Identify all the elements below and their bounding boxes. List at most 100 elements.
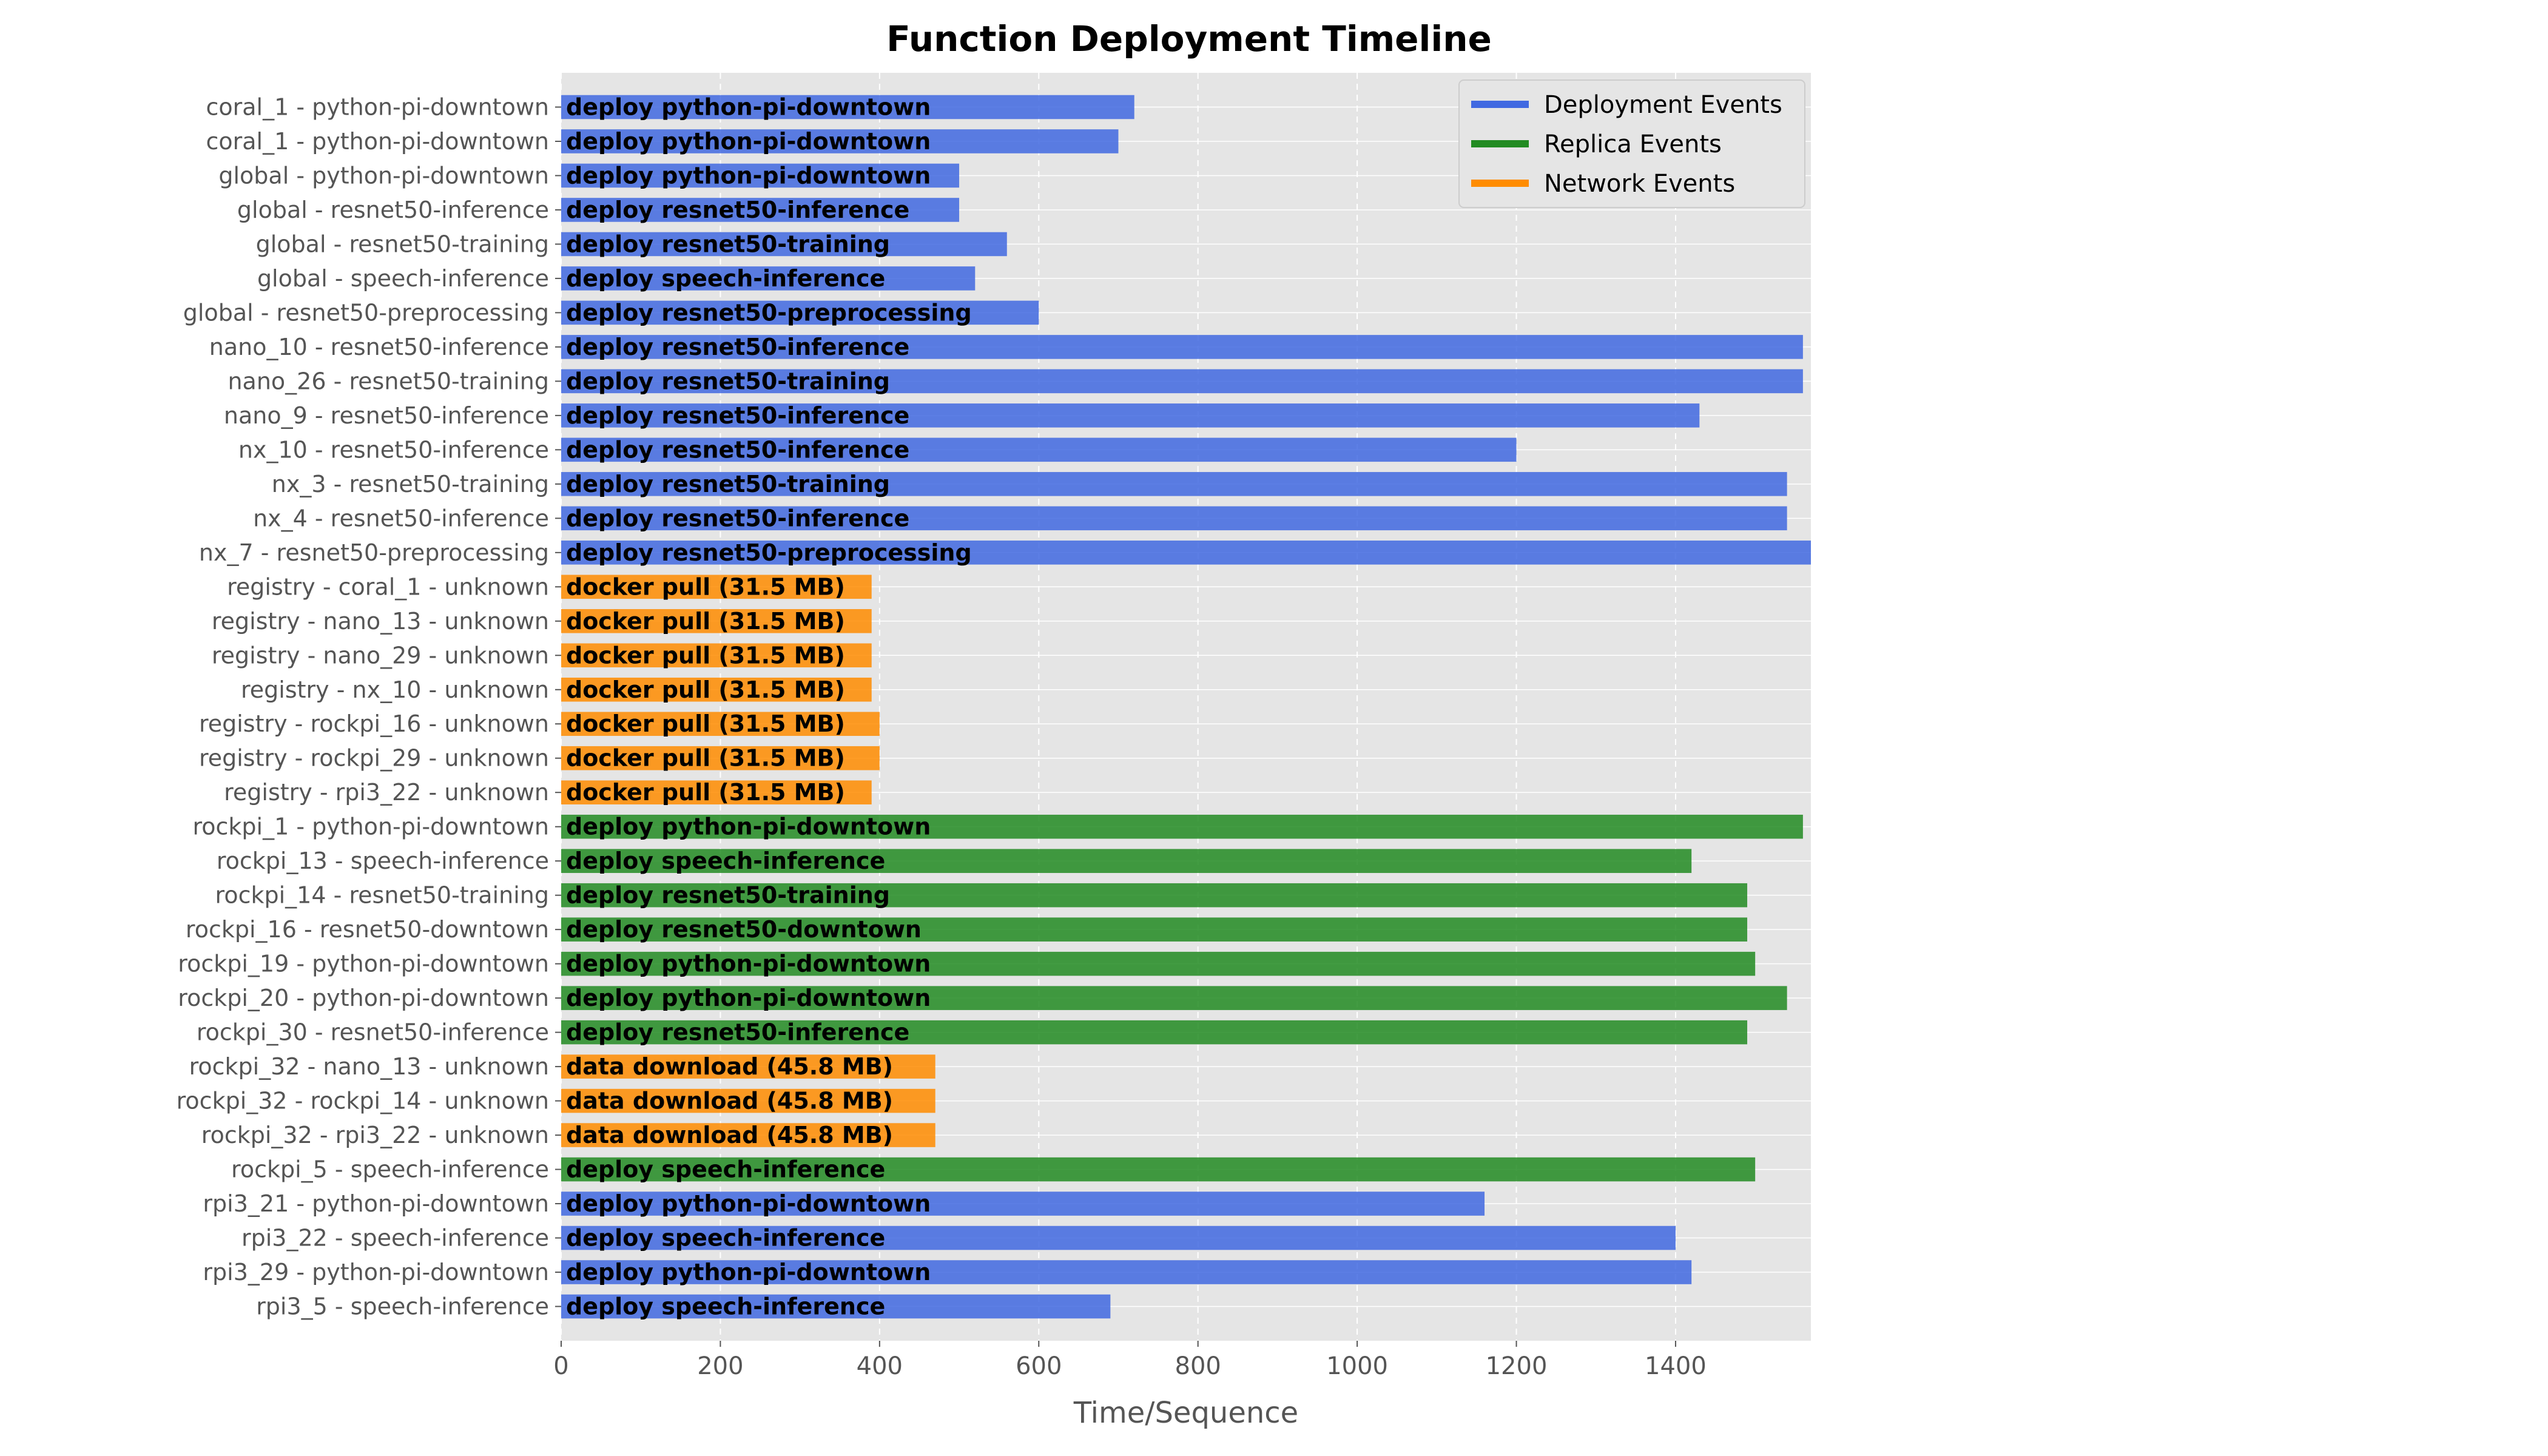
- category-label: registry - rockpi_16 - unknown: [199, 710, 549, 737]
- bar-label: deploy speech-inference: [566, 1156, 885, 1183]
- timeline-bar: [561, 1294, 1111, 1319]
- bar-label: deploy python-pi-downtown: [566, 951, 931, 977]
- timeline-bar: [561, 266, 976, 291]
- bar-label: docker pull (31.5 MB): [566, 573, 845, 600]
- category-label: nx_7 - resnet50-preprocessing: [199, 539, 549, 566]
- bar-label: docker pull (31.5 MB): [566, 642, 845, 669]
- timeline-bar: [561, 712, 880, 736]
- timeline-bar: [561, 1088, 935, 1113]
- x-tick-label: 1200: [1486, 1352, 1548, 1380]
- category-label: registry - rockpi_29 - unknown: [199, 745, 549, 772]
- timeline-bar: [561, 1191, 1485, 1216]
- timeline-bar: [561, 1123, 935, 1147]
- legend: Deployment Events Replica Events Network…: [1458, 79, 1805, 208]
- bar-label: docker pull (31.5 MB): [566, 710, 845, 737]
- x-tick-label: 200: [697, 1352, 743, 1380]
- bar-label: deploy speech-inference: [566, 265, 885, 292]
- legend-label-deployment: Deployment Events: [1544, 91, 1782, 119]
- category-label: registry - nano_13 - unknown: [212, 608, 549, 635]
- bar-label: data download (45.8 MB): [566, 1053, 893, 1080]
- category-label: global - resnet50-training: [256, 231, 549, 257]
- category-label: registry - coral_1 - unknown: [227, 573, 549, 600]
- bar-label: data download (45.8 MB): [566, 1088, 893, 1114]
- timeline-bar: [561, 917, 1748, 942]
- timeline-bar: [561, 780, 872, 804]
- timeline-bar: [561, 1054, 935, 1079]
- plot-background: [561, 73, 1811, 1341]
- timeline-bar: [561, 232, 1007, 257]
- bar-label: docker pull (31.5 MB): [566, 676, 845, 703]
- timeline-bar: [561, 300, 1039, 325]
- legend-label-network: Network Events: [1544, 170, 1735, 198]
- category-label: rpi3_22 - speech-inference: [241, 1225, 549, 1252]
- legend-label-replica: Replica Events: [1544, 130, 1722, 158]
- bar-label: deploy python-pi-downtown: [566, 985, 931, 1011]
- legend-box: [1458, 79, 1805, 208]
- bar-label: deploy speech-inference: [566, 848, 885, 874]
- category-label: global - speech-inference: [257, 265, 549, 292]
- chart-title: Function Deployment Timeline: [886, 18, 1492, 59]
- timeline-bar: [561, 575, 872, 599]
- category-label: global - python-pi-downtown: [218, 162, 549, 189]
- category-label: rockpi_14 - resnet50-training: [215, 882, 549, 909]
- timeline-bar: [561, 746, 880, 770]
- timeline-bar: [561, 198, 960, 222]
- category-label: rockpi_5 - speech-inference: [231, 1156, 549, 1183]
- timeline-bar: [561, 1225, 1676, 1250]
- x-tick-label: 0: [553, 1352, 568, 1380]
- timeline-bar: [561, 1020, 1748, 1045]
- timeline-bar: [561, 95, 1134, 120]
- bar-label: deploy python-pi-downtown: [566, 128, 931, 155]
- bar-label: data download (45.8 MB): [566, 1122, 893, 1148]
- bar-label: deploy python-pi-downtown: [566, 162, 931, 189]
- timeline-bar: [561, 814, 1803, 839]
- category-label: coral_1 - python-pi-downtown: [206, 93, 549, 120]
- timeline-bar: [561, 1157, 1756, 1182]
- category-label: rockpi_32 - rpi3_22 - unknown: [201, 1122, 549, 1148]
- category-label: coral_1 - python-pi-downtown: [206, 128, 549, 155]
- timeline-bar: [561, 609, 872, 633]
- category-label: rpi3_29 - python-pi-downtown: [203, 1259, 549, 1286]
- category-label: rockpi_16 - resnet50-downtown: [186, 916, 549, 943]
- bar-label: deploy resnet50-inference: [566, 197, 909, 223]
- bar-label: deploy resnet50-inference: [566, 402, 909, 429]
- category-label: rpi3_21 - python-pi-downtown: [203, 1190, 549, 1217]
- category-label: nano_9 - resnet50-inference: [224, 402, 549, 429]
- category-labels: coral_1 - python-pi-downtown coral_1 - py…: [177, 93, 561, 1320]
- bar-label: deploy resnet50-training: [566, 882, 890, 909]
- category-label: registry - nano_29 - unknown: [212, 642, 549, 669]
- timeline-bar: [561, 986, 1787, 1010]
- category-label: global - resnet50-preprocessing: [183, 299, 549, 326]
- timeline-bar: [561, 883, 1748, 908]
- category-label: nx_3 - resnet50-training: [272, 471, 549, 497]
- timeline-bar: [561, 643, 872, 668]
- category-label: rpi3_5 - speech-inference: [256, 1293, 549, 1320]
- x-tick-label: 1000: [1326, 1352, 1388, 1380]
- category-label: registry - nx_10 - unknown: [241, 676, 549, 703]
- bar-label: deploy resnet50-inference: [566, 505, 909, 531]
- timeline-bar: [561, 506, 1787, 531]
- category-label: nano_10 - resnet50-inference: [209, 334, 549, 360]
- timeline-bar: [561, 403, 1700, 428]
- bar-label: deploy python-pi-downtown: [566, 1190, 931, 1217]
- timeline-bar: [561, 677, 872, 702]
- x-axis-label: Time/Sequence: [1073, 1396, 1298, 1430]
- timeline-bar: [561, 437, 1517, 462]
- category-label: rockpi_30 - resnet50-inference: [197, 1019, 549, 1046]
- bar-label: deploy resnet50-training: [566, 368, 890, 394]
- x-tick-label: 600: [1016, 1352, 1062, 1380]
- timeline-bar: [561, 849, 1692, 873]
- timeline-bar: [561, 472, 1787, 496]
- bar-label: deploy resnet50-training: [566, 471, 890, 497]
- category-label: rockpi_20 - python-pi-downtown: [178, 985, 549, 1011]
- category-label: nx_10 - resnet50-inference: [238, 436, 549, 463]
- x-tick-label: 1400: [1645, 1352, 1707, 1380]
- timeline-bar: [561, 369, 1803, 394]
- timeline-bar: [561, 541, 1811, 565]
- bar-label: deploy speech-inference: [566, 1293, 885, 1320]
- timeline-bar: [561, 163, 960, 188]
- bar-label: deploy python-pi-downtown: [566, 1259, 931, 1286]
- bar-label: deploy resnet50-preprocessing: [566, 299, 972, 326]
